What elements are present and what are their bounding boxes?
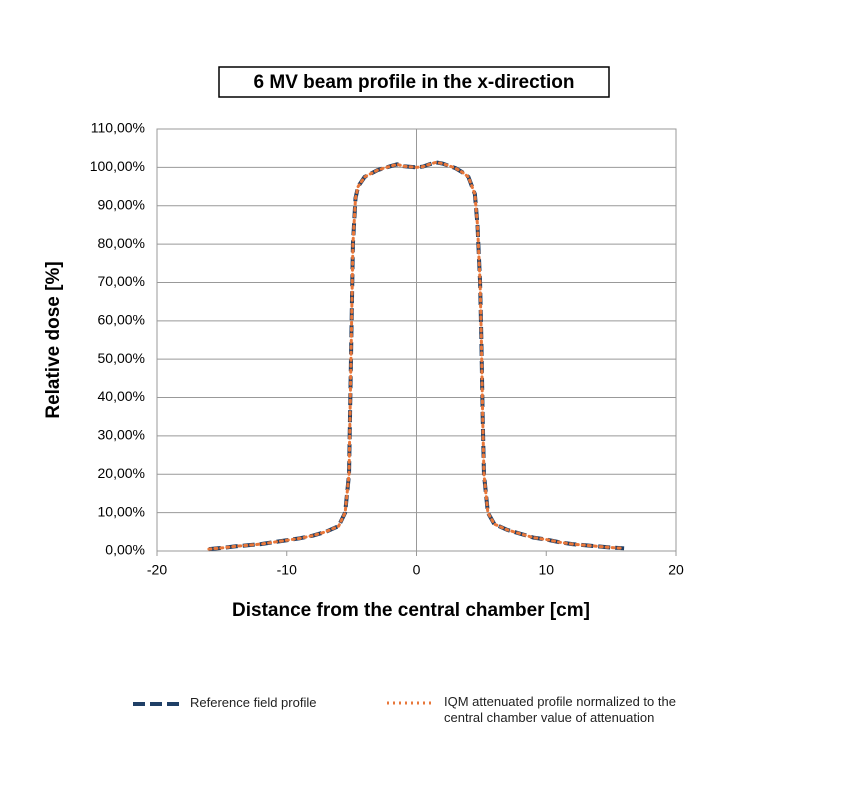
y-tick-label: 100,00%	[90, 158, 145, 174]
y-tick-label: 0,00%	[105, 542, 145, 558]
legend-label: Reference field profile	[190, 695, 317, 710]
y-tick-label: 50,00%	[98, 350, 145, 366]
y-tick-label: 40,00%	[98, 388, 145, 404]
series-line	[207, 160, 626, 551]
x-tick-label: 10	[538, 562, 554, 578]
x-tick-label: 0	[413, 562, 421, 578]
legend-label: IQM attenuated profile normalized to the…	[444, 694, 676, 725]
y-tick-label: 10,00%	[98, 503, 145, 519]
y-tick-label: 110,00%	[91, 120, 145, 136]
y-tick-label: 90,00%	[98, 196, 145, 212]
y-tick-label: 70,00%	[98, 273, 145, 289]
chart-title: 6 MV beam profile in the x-direction	[254, 72, 575, 93]
y-axis-label: Relative dose [%]	[43, 261, 64, 418]
y-tick-label: 60,00%	[98, 312, 145, 328]
title-box	[218, 66, 610, 98]
y-tick-label: 30,00%	[98, 427, 145, 443]
y-tick-label: 20,00%	[98, 465, 145, 481]
x-axis-label: Distance from the central chamber [cm]	[232, 600, 590, 621]
x-tick-label: -20	[147, 562, 167, 578]
x-tick-label: 20	[668, 562, 684, 578]
y-tick-label: 80,00%	[98, 235, 145, 251]
x-tick-label: -10	[277, 562, 297, 578]
